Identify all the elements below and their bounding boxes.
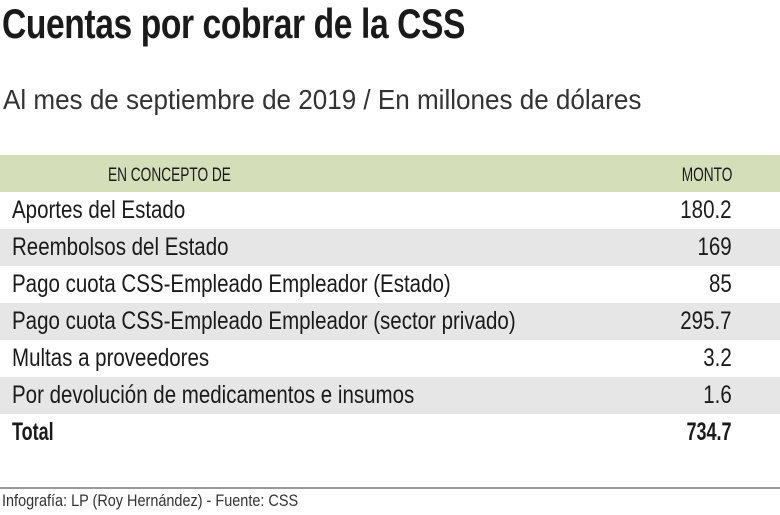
row-concept-text: Por devolución de medicamentos e insumos [12,381,415,409]
row-amount-text: 295.7 [680,307,732,335]
row-concept-text: Pago cuota CSS-Empleado Empleador (Estad… [12,270,451,298]
row-amount-text: 3.2 [703,344,732,372]
row-concept: Por devolución de medicamentos e insumos [12,381,503,410]
total-label-text: Total [12,418,54,446]
row-concept-text: Multas a proveedores [12,344,210,372]
total-label: Total [12,418,70,447]
row-amount: 3.2 [697,344,732,373]
row-concept-text: Reembolsos del Estado [12,233,229,261]
table-row: Aportes del Estado 180.2 [0,192,780,229]
row-amount: 180.2 [669,196,732,225]
header-concept: EN CONCEPTO DE [108,165,279,187]
row-amount-text: 169 [697,233,732,261]
row-amount: 85 [704,270,732,299]
title-text: Cuentas por cobrar de la CSS [2,0,466,47]
row-amount: 169 [690,233,732,262]
table-row: Pago cuota CSS-Empleado Empleador (secto… [0,303,780,340]
total-amount-text: 734.7 [686,418,732,446]
subtitle: Al mes de septiembre de 2019 / En millon… [3,84,689,116]
data-table: EN CONCEPTO DE MONTO Aportes del Estado 1… [0,155,780,451]
row-amount: 295.7 [669,307,732,336]
table-row: Multas a proveedores 3.2 [0,340,780,377]
row-concept: Reembolsos del Estado [12,233,276,262]
row-concept-text: Aportes del Estado [12,196,186,224]
row-amount-text: 85 [709,270,732,298]
credit: Infografía: LP (Roy Hernández) - Fuente:… [2,491,350,511]
credit-text: Infografía: LP (Roy Hernández) - Fuente:… [2,491,299,510]
table-row: Por devolución de medicamentos e insumos… [0,377,780,414]
table-row: Pago cuota CSS-Empleado Empleador (Estad… [0,266,780,303]
header-amount-text: MONTO [681,165,732,186]
row-concept: Pago cuota CSS-Empleado Empleador (secto… [12,307,626,336]
header-concept-text: EN CONCEPTO DE [108,165,231,186]
row-concept-text: Pago cuota CSS-Empleado Empleador (secto… [12,307,516,335]
table-row: Reembolsos del Estado 169 [0,229,780,266]
row-concept: Aportes del Estado [12,196,223,225]
total-amount: 734.7 [669,418,732,447]
footer-divider [0,487,780,489]
header-amount: MONTO [662,165,732,187]
row-concept: Pago cuota CSS-Empleado Empleador (Estad… [12,270,547,299]
row-amount-text: 1.6 [703,381,732,409]
row-concept: Multas a proveedores [12,344,252,373]
table-header: EN CONCEPTO DE MONTO [0,155,780,192]
row-amount: 1.6 [697,381,732,410]
subtitle-text: Al mes de septiembre de 2019 / En millon… [3,84,642,115]
total-row: Total 734.7 [0,414,780,451]
title: Cuentas por cobrar de la CSS [2,0,581,48]
row-amount-text: 180.2 [680,196,732,224]
